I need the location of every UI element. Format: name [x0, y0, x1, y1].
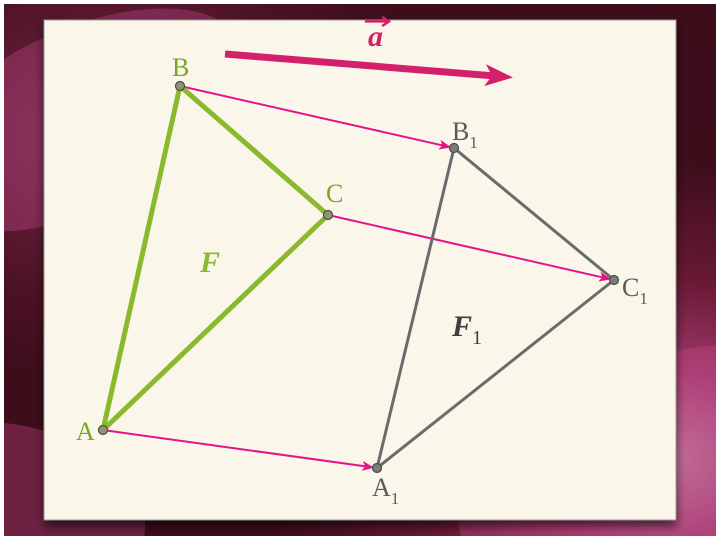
label-A: A — [76, 417, 95, 446]
label-B: B — [172, 53, 189, 82]
svg-text:a: a — [368, 20, 383, 53]
point-A1 — [373, 464, 382, 473]
label-F: F — [199, 246, 220, 279]
point-C — [324, 211, 333, 220]
point-C1 — [610, 276, 619, 285]
diagram-stage: A B C A1 B1 C1 F F1 a — [0, 0, 720, 540]
point-B — [176, 82, 185, 91]
label-C: C — [326, 179, 343, 208]
geometry-figure: A B C A1 B1 C1 F F1 a — [0, 0, 720, 540]
point-A — [99, 426, 108, 435]
